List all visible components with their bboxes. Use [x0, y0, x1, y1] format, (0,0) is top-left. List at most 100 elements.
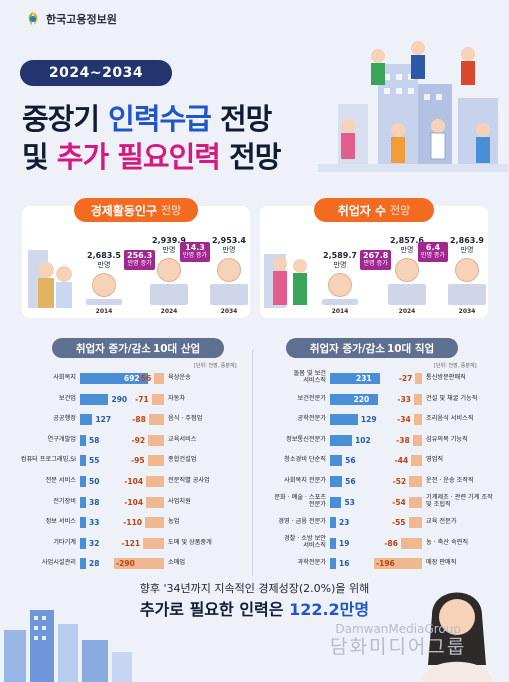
increase-bar — [80, 434, 86, 446]
decrease-label: 통신방문판매직 — [426, 374, 466, 381]
emp-year-2014: 2014 — [331, 308, 349, 315]
increase-value: 127 — [95, 415, 112, 425]
decrease-bar — [409, 476, 422, 487]
increase-bar — [80, 517, 86, 529]
increase-value: 33 — [89, 518, 100, 528]
pedestal — [388, 284, 426, 305]
increase-label: 경찰 · 소방 보안 서비스직 — [283, 534, 326, 549]
title-line-1: 중장기 인력수급 전망 — [22, 102, 272, 136]
period-badge: 2024~2034 — [20, 60, 172, 86]
increase-bar — [330, 537, 336, 549]
increase-value: 290 — [111, 394, 128, 404]
emp-increase-1: 267.8 만명 증가 — [360, 250, 392, 270]
increase-bar — [80, 455, 86, 467]
pedestal — [86, 299, 122, 305]
increase-value: 53 — [344, 497, 355, 507]
decrease-value: -71 — [135, 394, 149, 404]
econ-value-2024: 2,939.9 만명 — [152, 236, 186, 254]
econ-point-2024: 2,939.9 만명 2024 — [148, 236, 190, 315]
employed-persons-panel: 취업자 수 전망 2,589.7 만명 2014 267.8 만명 증가 2,857.… — [260, 198, 488, 318]
increase-label: 사회복지 전문가 — [284, 477, 326, 484]
decrease-label: 영업직 — [426, 456, 444, 464]
increase-bar — [80, 496, 86, 508]
emp-point-2024: 2,857.6 만명 2024 — [386, 236, 428, 315]
decrease-value: -56 — [137, 374, 152, 383]
econ-increase-2: 14.3 만명 증가 — [180, 242, 210, 262]
decrease-label: 섬유의복 기능직 — [426, 435, 468, 443]
decrease-label: 건설 및 채굴 기능직 — [426, 394, 478, 402]
increase-label: 경영 · 금융 전문가 — [278, 518, 326, 526]
increase-value: 56 — [345, 456, 356, 466]
pedestal — [150, 284, 188, 305]
increase-value: 55 — [89, 456, 100, 466]
decrease-bar — [114, 558, 164, 570]
person-icon — [455, 258, 479, 282]
decrease-label: 농 · 축산 숙련직 — [426, 538, 469, 546]
econ-panel-title: 경제활동인구 전망 — [74, 198, 198, 222]
increase-label: 전문 서비스 — [45, 477, 76, 484]
decrease-label: 소매업 — [168, 559, 186, 567]
decrease-value: -95 — [131, 456, 145, 466]
increase-bar — [330, 476, 343, 487]
footer-line-2: 추가로 필요한 인력은 122.2만명 — [139, 600, 370, 619]
decrease-bar — [408, 517, 422, 529]
pedestal — [210, 284, 248, 305]
increase-bar — [80, 414, 93, 426]
increase-label: 정보통신전문가 — [286, 435, 326, 443]
increase-bar — [80, 558, 86, 570]
emp-value-2014: 2,589.7 만명 — [323, 251, 357, 269]
person-icon — [157, 258, 181, 282]
decrease-value: -88 — [132, 415, 146, 425]
watermark: DamwanMediaGroup 담화미디어그룹 — [330, 622, 467, 658]
decrease-label: 운전 · 운송 조작직 — [426, 477, 474, 484]
decrease-bar — [412, 434, 422, 446]
increase-bar — [80, 476, 86, 487]
increase-value: 16 — [339, 559, 350, 569]
presenter-woman-illustration — [422, 592, 492, 682]
decrease-value: -44 — [394, 456, 409, 466]
decrease-value: -27 — [398, 374, 413, 383]
decrease-value: -55 — [391, 518, 406, 528]
increase-bar — [80, 373, 148, 384]
increase-label: 과학전문가 — [297, 559, 326, 567]
emp-increase-2: 6.4 만명 증가 — [418, 242, 448, 262]
increase-bar — [80, 393, 109, 405]
decrease-bar — [151, 393, 164, 405]
econ-value-2034: 2,953.4 만명 — [212, 236, 246, 254]
increase-label: 보건전문가 — [297, 394, 326, 402]
econ-family-illustration — [28, 250, 72, 308]
decrease-label: 사업지원 — [168, 497, 191, 505]
decrease-value: -38 — [396, 435, 410, 445]
decrease-value: -34 — [397, 415, 411, 425]
econ-year-2034: 2034 — [220, 308, 238, 315]
decrease-label: 육상운송 — [168, 374, 191, 381]
decrease-bar — [147, 455, 164, 467]
emp-value-2024: 2,857.6 만명 — [390, 236, 424, 254]
econ-year-2014: 2014 — [95, 308, 113, 315]
increase-bar — [330, 434, 353, 446]
decrease-bar — [374, 558, 422, 570]
emp-point-2034: 2,863.9 만명 2034 — [446, 236, 488, 315]
person-icon — [217, 258, 241, 282]
decrease-bar — [415, 373, 422, 384]
decrease-bar — [145, 517, 164, 529]
increase-bar — [330, 517, 336, 529]
decrease-label: 기계제조 · 관련 기계 조작 및 조립직 — [426, 493, 493, 508]
person-icon — [92, 273, 116, 297]
decrease-value: -196 — [376, 559, 395, 569]
decrease-label: 매장 판매직 — [426, 559, 457, 567]
decrease-value: -86 — [384, 538, 398, 548]
agency-logo: 한국고용정보원 — [24, 10, 117, 28]
increase-value: 56 — [345, 477, 356, 486]
decrease-label: 조리음식 서비스직 — [426, 415, 474, 423]
decrease-bar — [143, 537, 164, 549]
workers-illustration — [318, 41, 508, 172]
decrease-bar — [146, 476, 164, 487]
increase-bar — [330, 455, 343, 467]
city-skyline-illustration — [4, 610, 132, 682]
footer-line-1: 향후 '34년까지 지속적인 경제성장(2.0%)을 위해 — [139, 582, 370, 595]
emp-panel-title: 취업자 수 전망 — [314, 198, 434, 222]
logo-mark-icon — [28, 12, 38, 25]
econ-increase-1: 256.3 만명 증가 — [124, 250, 156, 270]
increase-label: 돌봄 및 보건 서비스직 — [293, 370, 326, 384]
